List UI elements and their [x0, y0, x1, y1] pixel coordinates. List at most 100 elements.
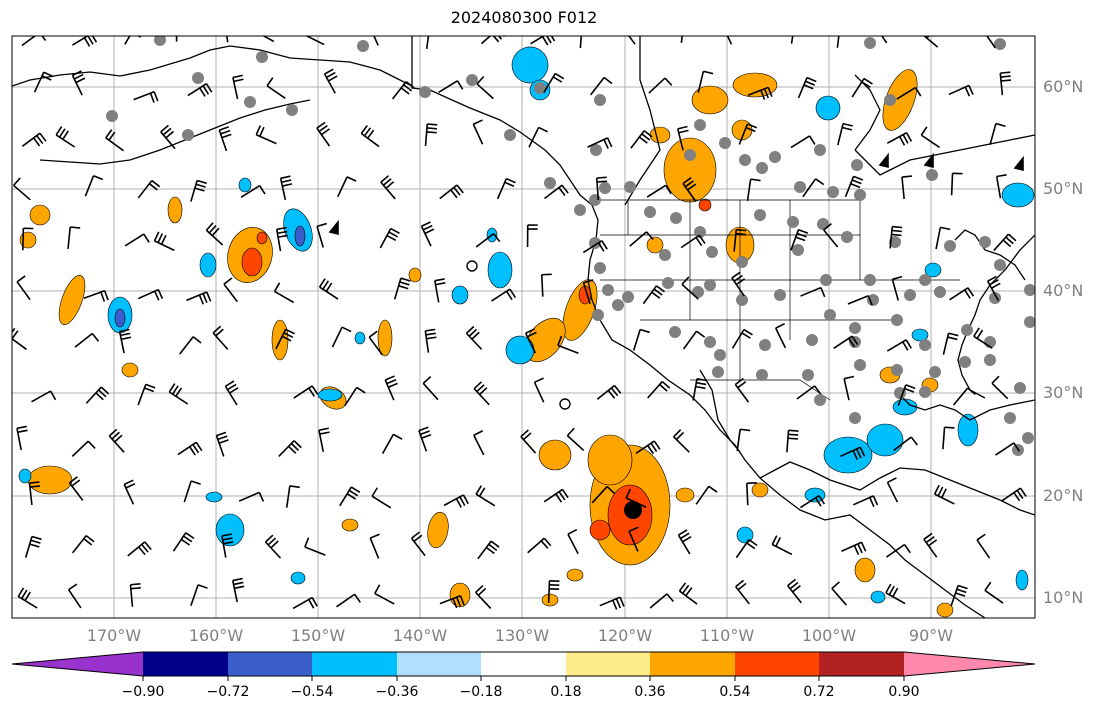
positive-anomaly-region [19, 231, 37, 249]
wind-barb [465, 325, 483, 350]
wind-barb [646, 184, 672, 198]
wind-barb [942, 426, 955, 450]
strong-positive-anomaly-region [256, 231, 268, 245]
wind-barb [587, 137, 613, 149]
wind-barb [133, 91, 159, 103]
wind-barb [986, 275, 1001, 301]
wind-barb [323, 68, 338, 94]
positive-anomaly-region [587, 434, 633, 486]
station-marker [534, 82, 546, 94]
coastline-segment [411, 36, 986, 618]
station-marker [589, 237, 601, 249]
positive-anomaly-region [675, 487, 695, 503]
wind-barb [591, 486, 616, 504]
longitude-label: 130°W [494, 626, 550, 645]
station-marker [806, 334, 818, 346]
wind-barb [747, 86, 773, 100]
longitude-label: 120°W [597, 626, 653, 645]
wind-barb [984, 581, 1004, 604]
coastline-segment [957, 234, 1035, 399]
wind-barb [833, 335, 859, 349]
wind-barb [790, 228, 809, 251]
wind-barb [22, 227, 34, 251]
latitude-label: 50°N [1043, 179, 1084, 198]
station-marker [759, 339, 771, 351]
wind-barb [420, 221, 435, 247]
wind-barb [212, 325, 229, 350]
wind-barb [477, 540, 500, 560]
wind-barb [731, 328, 753, 349]
wind-barb [316, 222, 327, 248]
station-marker [961, 324, 973, 336]
wind-barb [632, 328, 650, 351]
wind-barb [935, 226, 951, 250]
colorbar-outline [11, 651, 1036, 677]
wind-barb [885, 583, 906, 605]
station-marker [244, 96, 256, 108]
wind-barb [682, 177, 697, 202]
wind-barb [17, 587, 38, 609]
wind-barb [897, 384, 916, 406]
wind-barb [434, 278, 446, 303]
latitude-label: 10°N [1043, 588, 1084, 607]
wind-barb [526, 224, 538, 248]
colorbar-tick-label: −0.72 [206, 684, 250, 700]
positive-anomaly-region [541, 593, 559, 607]
station-marker [357, 40, 369, 52]
wind-barb [771, 535, 793, 556]
wind-barb [851, 77, 873, 98]
wind-barb [676, 125, 689, 151]
positive-anomaly-region [167, 196, 183, 224]
wind-barb [266, 77, 286, 100]
wind-barb [74, 332, 100, 348]
wind-barb [543, 72, 565, 93]
wind-barb [337, 176, 357, 198]
positive-anomaly-region [377, 319, 393, 357]
wind-barb [33, 71, 54, 93]
wind-barb [316, 121, 331, 147]
station-marker [919, 274, 931, 286]
wind-barb [225, 36, 229, 43]
longitude-label: 170°W [86, 626, 142, 645]
wind-barb [733, 228, 747, 252]
wind-barb [557, 335, 579, 355]
station-marker [719, 137, 731, 149]
wind-barb [844, 175, 864, 198]
wind-barb [83, 289, 109, 302]
wind-barb [533, 377, 545, 403]
wind-barb [736, 428, 751, 452]
wind-pennant [878, 152, 889, 169]
wind-barb [950, 172, 963, 196]
station-marker [817, 218, 829, 230]
wind-barb [31, 390, 57, 403]
wind-barb [105, 129, 125, 152]
station-marker [904, 289, 916, 301]
station-marker [712, 366, 724, 378]
wind-barb [746, 178, 761, 202]
positive-anomaly-region [646, 236, 664, 254]
station-marker [989, 292, 1001, 304]
positive-anomaly-region [751, 482, 769, 498]
map-title: 2024080300 F012 [450, 8, 598, 27]
coastline-segment [699, 369, 741, 453]
wind-barb [697, 70, 714, 93]
wind-barb [71, 70, 86, 96]
station-marker [286, 104, 298, 116]
wind-barb [84, 175, 104, 197]
station-marker [891, 364, 903, 376]
station-marker [787, 216, 799, 228]
wind-barb [680, 36, 683, 43]
wind-barb [995, 174, 1007, 199]
wind-barb [223, 277, 238, 303]
wind-barb [681, 276, 699, 300]
colorbar-tick-label: −0.54 [290, 684, 334, 700]
wind-barb [360, 124, 380, 148]
wind-barb [886, 543, 911, 558]
colorbar-segment [650, 652, 735, 676]
station-marker [934, 286, 946, 298]
wind-barb [790, 36, 794, 44]
colorbar-tick-label: 0.36 [634, 684, 666, 700]
wind-barb [1001, 487, 1027, 502]
colorbar-segment [312, 652, 397, 676]
